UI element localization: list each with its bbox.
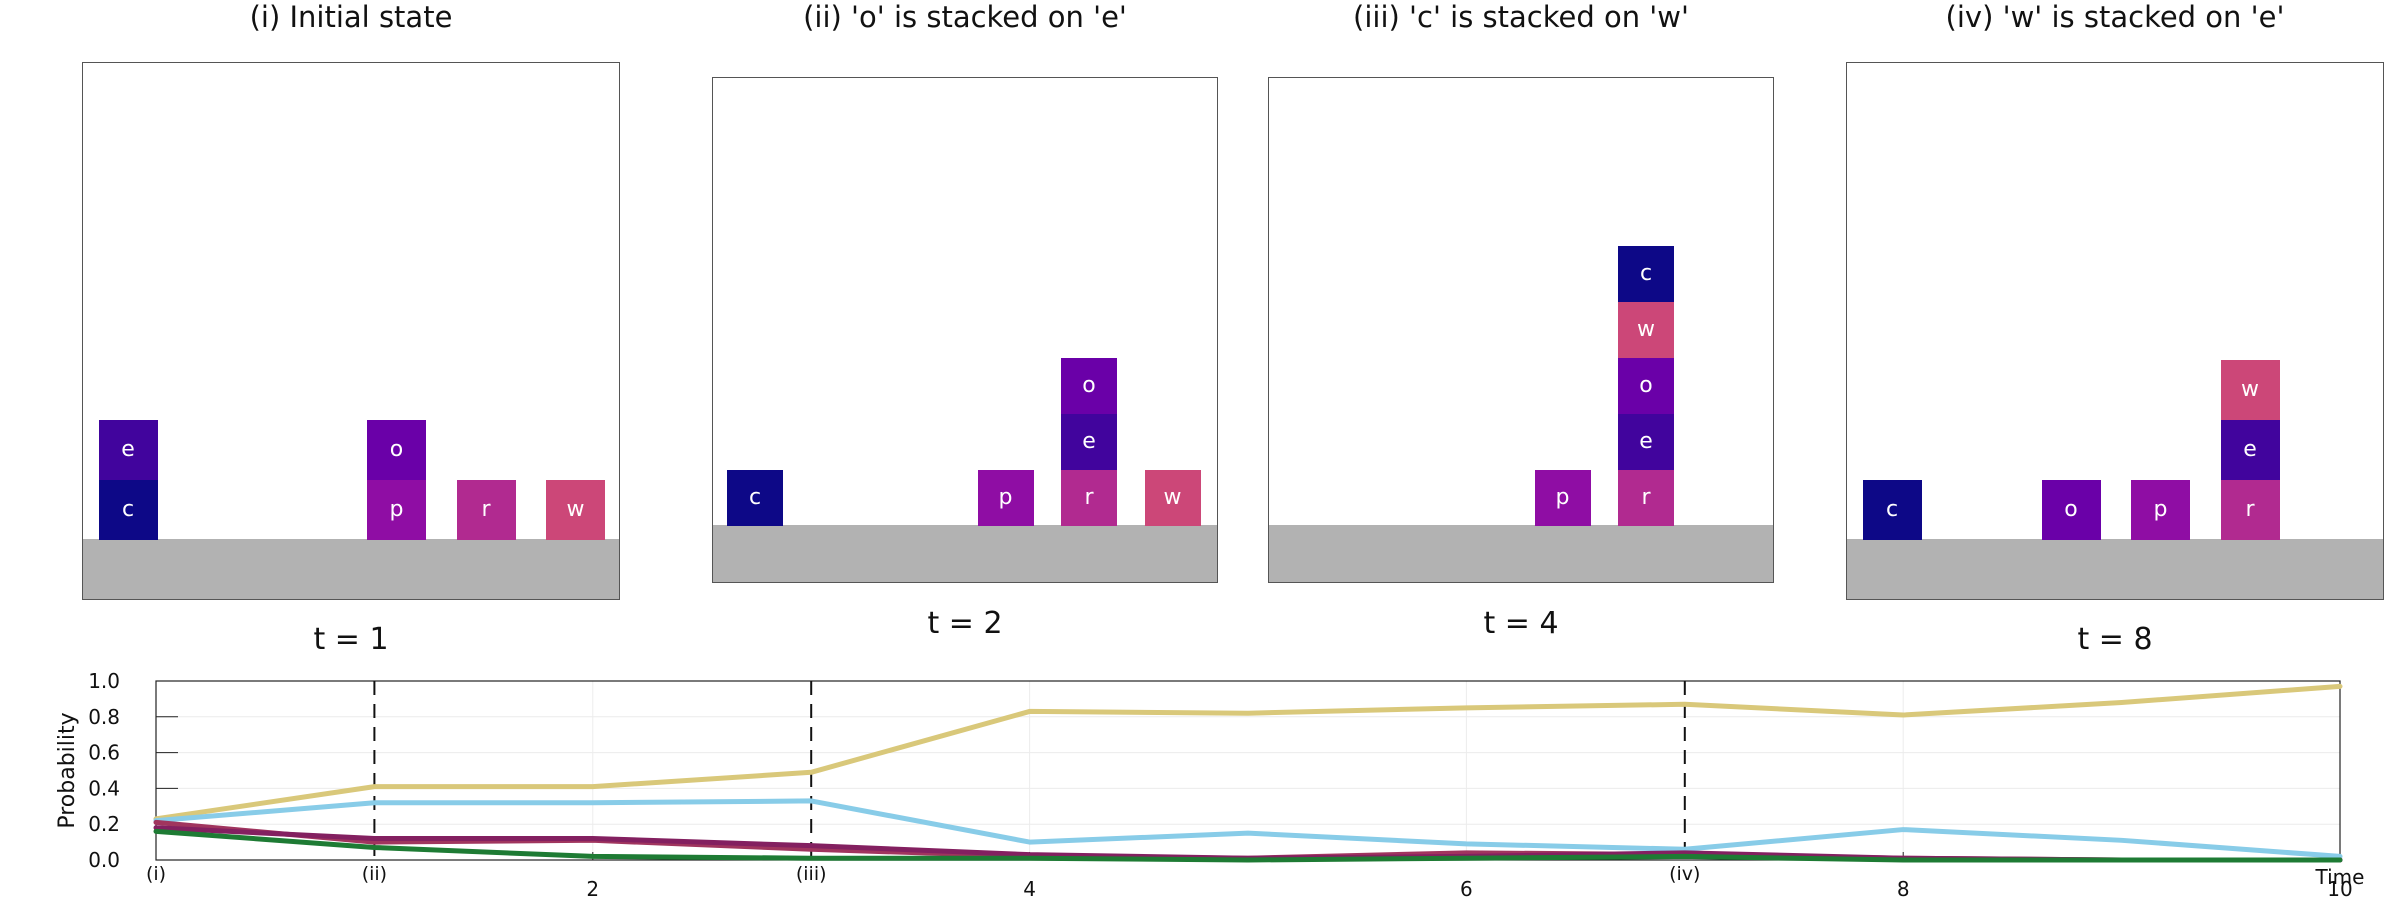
x-tick-label: 8 <box>1897 877 1910 900</box>
y-tick-label: 0.8 <box>88 705 120 729</box>
block-e: e <box>98 419 158 480</box>
block-o: o <box>2041 479 2101 540</box>
x-tick-label: 4 <box>1023 877 1036 900</box>
x-tick-label: 6 <box>1460 877 1473 900</box>
block-o: o <box>1618 357 1674 414</box>
block-p: p <box>367 479 426 540</box>
y-tick-label: 0.6 <box>88 741 120 765</box>
y-tick-label: 1.0 <box>88 669 120 693</box>
block-e: e <box>1061 413 1117 470</box>
x-axis-label: Time <box>2315 865 2365 889</box>
x-tick-label: 10 <box>2327 877 2352 900</box>
time-label: t = 1 <box>313 622 389 657</box>
panel-title: (ii) 'o' is stacked on 'e' <box>803 0 1127 34</box>
x-tick-label: 2 <box>586 877 599 900</box>
ground-surface <box>1847 539 2383 599</box>
time-label: t = 4 <box>1483 606 1559 641</box>
block-r: r <box>456 479 516 540</box>
y-tick-label: 0.0 <box>88 848 120 872</box>
block-p: p <box>2131 479 2190 540</box>
panel-title: (iv) 'w' is stacked on 'e' <box>1945 0 2285 34</box>
panel-title: (iii) 'c' is stacked on 'w' <box>1353 0 1689 34</box>
series-line <box>153 798 2343 859</box>
block-o: o <box>1061 357 1117 414</box>
block-w: w <box>1144 469 1201 526</box>
block-c: c <box>1618 245 1674 302</box>
time-label: t = 2 <box>927 606 1003 641</box>
block-o: o <box>367 419 426 480</box>
panel-title: (i) Initial state <box>249 0 453 34</box>
block-c: c <box>1862 479 1922 540</box>
block-w: w <box>546 479 605 540</box>
event-marker-label: (iii) <box>796 863 827 885</box>
y-tick-label: 0.2 <box>88 812 120 836</box>
block-c: c <box>98 479 158 540</box>
block-r: r <box>1618 469 1674 526</box>
block-e: e <box>1618 413 1674 470</box>
block-r: r <box>1061 469 1117 526</box>
time-label: t = 8 <box>2077 622 2153 657</box>
series-line <box>153 828 2343 863</box>
ground-surface <box>713 525 1217 582</box>
block-e: e <box>2220 419 2280 480</box>
ground-surface <box>1269 525 1773 582</box>
event-marker-label: (ii) <box>362 863 387 885</box>
y-axis-label: Probability <box>55 712 80 828</box>
y-tick-label: 0.4 <box>88 776 120 800</box>
ground-surface <box>83 539 619 599</box>
block-p: p <box>1534 469 1591 526</box>
series-line <box>153 683 2343 822</box>
block-w: w <box>1618 301 1674 358</box>
event-marker-label: (iv) <box>1669 863 1700 885</box>
block-p: p <box>977 469 1034 526</box>
block-r: r <box>2220 479 2280 540</box>
block-w: w <box>2220 359 2280 420</box>
event-marker-label: (i) <box>146 863 166 885</box>
block-c: c <box>727 469 783 526</box>
